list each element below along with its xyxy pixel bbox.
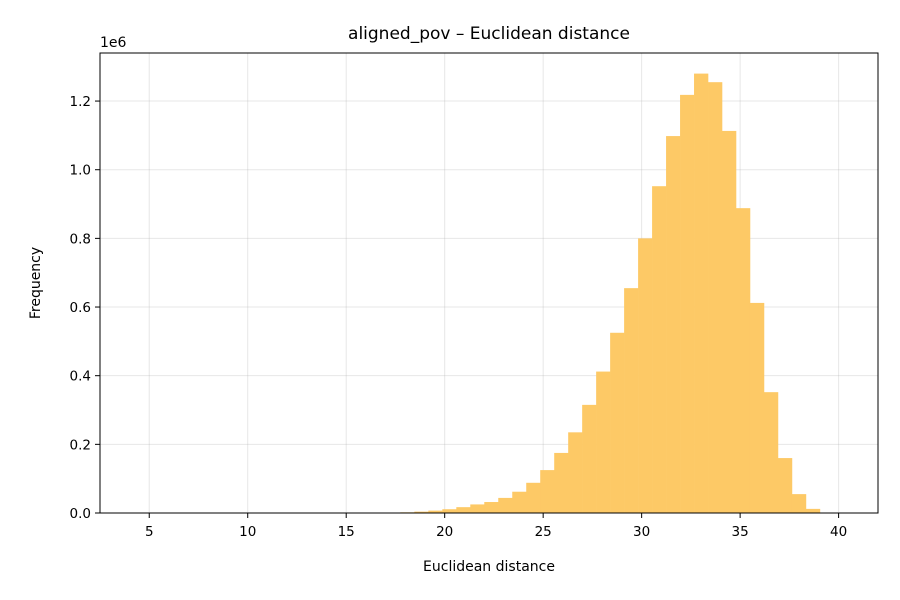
y-tick-label-1: 0.2 [70,437,91,453]
x-tick-label-4: 25 [535,524,552,540]
histogram-bar-33 [582,404,597,513]
x-tick-label-3: 20 [436,524,453,540]
histogram-bar-40 [680,94,695,513]
histogram-bar-23 [442,509,457,513]
x-tick-label-1: 10 [239,524,256,540]
histogram-bar-48 [791,494,807,513]
x-tick-label-7: 40 [830,524,847,540]
y-axis-label: Frequency [28,247,44,319]
y-tick-label-5: 1.0 [70,163,91,179]
histogram-bar-36 [624,288,639,513]
plot-frame [99,52,879,514]
y-tick-label-4: 0.8 [70,231,91,247]
histogram-bar-32 [568,432,583,513]
x-tick-label-0: 5 [145,524,154,540]
histogram-bar-35 [610,332,625,513]
histogram-bar-30 [540,470,555,513]
y-tick-label-3: 0.6 [70,300,91,316]
x-tick-label-2: 15 [338,524,355,540]
histogram-bar-21 [414,511,429,513]
histogram-bar-34 [596,371,611,513]
histogram-bar-25 [470,504,485,513]
x-axis-ticks: 5 10 15 20 25 30 35 40 [145,513,847,540]
histogram-bar-49 [805,508,821,513]
histogram-bar-41 [694,73,709,513]
histogram-bar-22 [428,510,443,513]
histogram-bar-42 [708,82,723,513]
histogram-bar-43 [722,130,737,514]
histogram-bar-44 [735,208,751,513]
histogram-bar-46 [763,392,779,513]
y-tick-label-6: 1.2 [70,94,91,110]
x-tick-label-6: 35 [732,524,749,540]
y-tick-label-2: 0.4 [70,369,91,385]
histogram-bar-27 [498,497,513,513]
histogram-bar-38 [652,186,667,513]
histogram-bar-37 [638,238,653,513]
histogram-bar-47 [777,458,793,513]
x-tick-label-5: 30 [633,524,650,540]
histogram-bar-39 [666,136,681,513]
y-axis-ticks: 0.0 0.2 0.4 0.6 0.8 1.0 1.2 [70,94,100,522]
histogram-bar-24 [456,507,471,513]
histogram-bar-45 [749,302,765,513]
histogram-bar-29 [526,482,541,513]
histogram-bar-28 [512,491,527,513]
histogram-bar-26 [484,502,499,513]
y-offset-label: 1e6 [100,35,127,51]
y-tick-label-0: 0.0 [70,506,91,522]
x-axis-label: Euclidean distance [423,559,555,575]
histogram-bars [400,73,835,514]
chart-title: aligned_pov – Euclidean distance [348,24,630,44]
histogram-bar-31 [554,452,569,513]
